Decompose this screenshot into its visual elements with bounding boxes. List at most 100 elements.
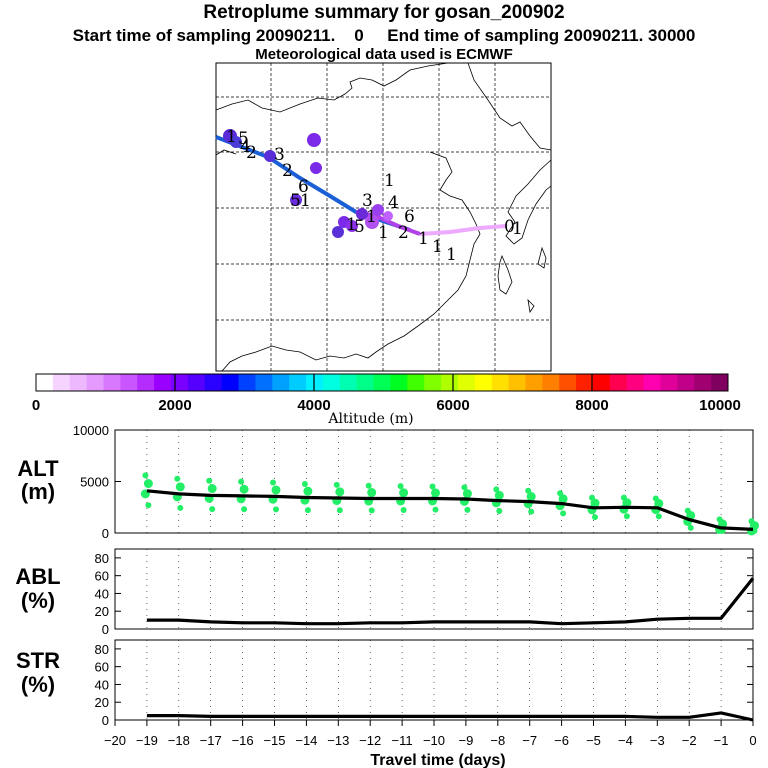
cluster-label: 1 xyxy=(226,127,237,147)
x-tick-label: −11 xyxy=(392,733,413,748)
colorbar-segment xyxy=(171,374,189,391)
alt-scatter-point xyxy=(367,488,377,498)
sampling-times: Start time of sampling 20090211. 0 End t… xyxy=(72,26,696,45)
abl-ytick-label: 20 xyxy=(95,604,109,619)
alt-scatter-point xyxy=(400,507,407,514)
cluster-label: 2 xyxy=(398,223,409,243)
colorbar-segment xyxy=(187,374,206,391)
colorbar-segment xyxy=(390,374,408,391)
colorbar-tick-6000: 6000 xyxy=(436,397,469,414)
alt-scatter-point xyxy=(241,506,248,513)
alt-scatter-point xyxy=(429,483,436,490)
colorbar-segment xyxy=(474,374,493,391)
colorbar-segment xyxy=(289,374,307,391)
cluster-label: 1 xyxy=(384,171,395,191)
colorbar-outline xyxy=(35,373,729,392)
alt-scatter-point xyxy=(273,506,279,513)
str-series-line xyxy=(146,711,754,722)
colorbar-segment xyxy=(407,374,425,391)
alt-scatter-point xyxy=(239,484,249,494)
x-tick-label: −7 xyxy=(522,733,537,748)
alt-scatter-point xyxy=(496,508,503,515)
cluster-label: 1 xyxy=(300,191,311,211)
x-tick-label: −14 xyxy=(295,733,317,748)
alt-panel: 0 5000 10000 xyxy=(73,423,759,541)
alt-scatter-point xyxy=(558,494,568,504)
met-data-label: Meteorological data used is ECMWF xyxy=(255,46,513,63)
alt-scatter-point xyxy=(174,475,181,482)
colorbar-segment xyxy=(711,374,729,391)
trajectory-cluster xyxy=(356,208,368,220)
colorbar-segment xyxy=(52,374,71,391)
alt-scatter-point xyxy=(493,486,500,493)
alt-panel-label: ALT xyxy=(17,456,59,481)
x-tick-label: −19 xyxy=(136,733,158,748)
colorbar-segment xyxy=(103,374,121,391)
alt-scatter-point xyxy=(270,479,276,486)
str-ytick-label: 40 xyxy=(95,677,109,692)
cluster-label: 4 xyxy=(240,137,251,157)
alt-scatter-point xyxy=(462,489,472,499)
colorbar-segment xyxy=(120,374,138,391)
alt-scatter-point xyxy=(461,484,468,491)
colorbar-tick-8000: 8000 xyxy=(575,397,608,414)
x-tick-label: −12 xyxy=(359,733,381,748)
colorbar-segment xyxy=(86,374,104,391)
alt-scatter-point xyxy=(431,488,440,498)
alt-scatter-point xyxy=(333,481,340,488)
abl-panel: 0 20 40 60 80 xyxy=(95,549,755,637)
abl-ytick-label: 80 xyxy=(95,551,109,566)
cluster-label: 6 xyxy=(298,177,309,197)
colorbar-segment xyxy=(694,374,712,391)
cluster-label: 5 xyxy=(238,129,249,149)
colorbar-segment xyxy=(322,374,341,391)
x-axis-label: Travel time (days) xyxy=(370,752,505,768)
cluster-label: 1 xyxy=(378,223,389,243)
colorbar-segment xyxy=(36,374,54,391)
x-tick-label: −10 xyxy=(423,733,445,748)
colorbar-segment xyxy=(69,374,88,391)
alt-scatter-point xyxy=(494,490,504,500)
x-tick-label: −13 xyxy=(327,733,349,748)
colorbar-segment xyxy=(137,374,155,391)
alt-scatter-point xyxy=(303,486,313,496)
cluster-label: 1 xyxy=(432,237,443,257)
trajectory-cluster xyxy=(346,220,358,232)
alt-scatter-point xyxy=(175,482,185,492)
colorbar-label: Altitude (m) xyxy=(327,411,413,427)
colorbar-segment xyxy=(559,374,577,391)
alt-ytick-label: 5000 xyxy=(80,475,109,490)
map-coastlines xyxy=(215,62,552,372)
alt-scatter-point xyxy=(432,506,439,513)
str-panel-unit: (%) xyxy=(21,672,55,697)
colorbar-segment xyxy=(339,374,358,391)
cluster-label: 1 xyxy=(446,245,457,265)
cluster-label: 1 xyxy=(366,207,377,227)
colorbar-segment xyxy=(592,374,611,391)
alt-scatter-point xyxy=(687,524,694,531)
colorbar-tick-0: 0 xyxy=(32,397,40,414)
x-tick-label: −1 xyxy=(714,733,729,748)
x-tick-label: −16 xyxy=(232,733,254,748)
page-title: Retroplume summary for gosan_200902 xyxy=(203,2,565,23)
colorbar-segment xyxy=(491,374,509,391)
alt-panel-unit: (m) xyxy=(21,479,55,504)
colorbar-segment xyxy=(626,374,645,391)
colorbar-segment xyxy=(238,374,256,391)
cluster-label: 1 xyxy=(512,219,523,239)
alt-scatter-point xyxy=(238,478,245,485)
alt-scatter-point xyxy=(177,504,184,511)
alt-scatter-point xyxy=(301,480,308,487)
colorbar-tick-2000: 2000 xyxy=(158,397,191,414)
x-tick-label: −18 xyxy=(168,733,190,748)
str-ytick-label: 0 xyxy=(102,713,109,728)
alt-ytick-label: 0 xyxy=(102,526,109,541)
cluster-label: 5 xyxy=(290,191,301,211)
abl-series-line xyxy=(146,577,755,626)
abl-panel-unit: (%) xyxy=(21,588,55,613)
colorbar-segment xyxy=(154,374,172,391)
colorbar-segment xyxy=(457,374,476,391)
colorbar-segment xyxy=(677,374,695,391)
cluster-label: 1 xyxy=(418,229,429,249)
alt-scatter-point xyxy=(209,506,216,513)
